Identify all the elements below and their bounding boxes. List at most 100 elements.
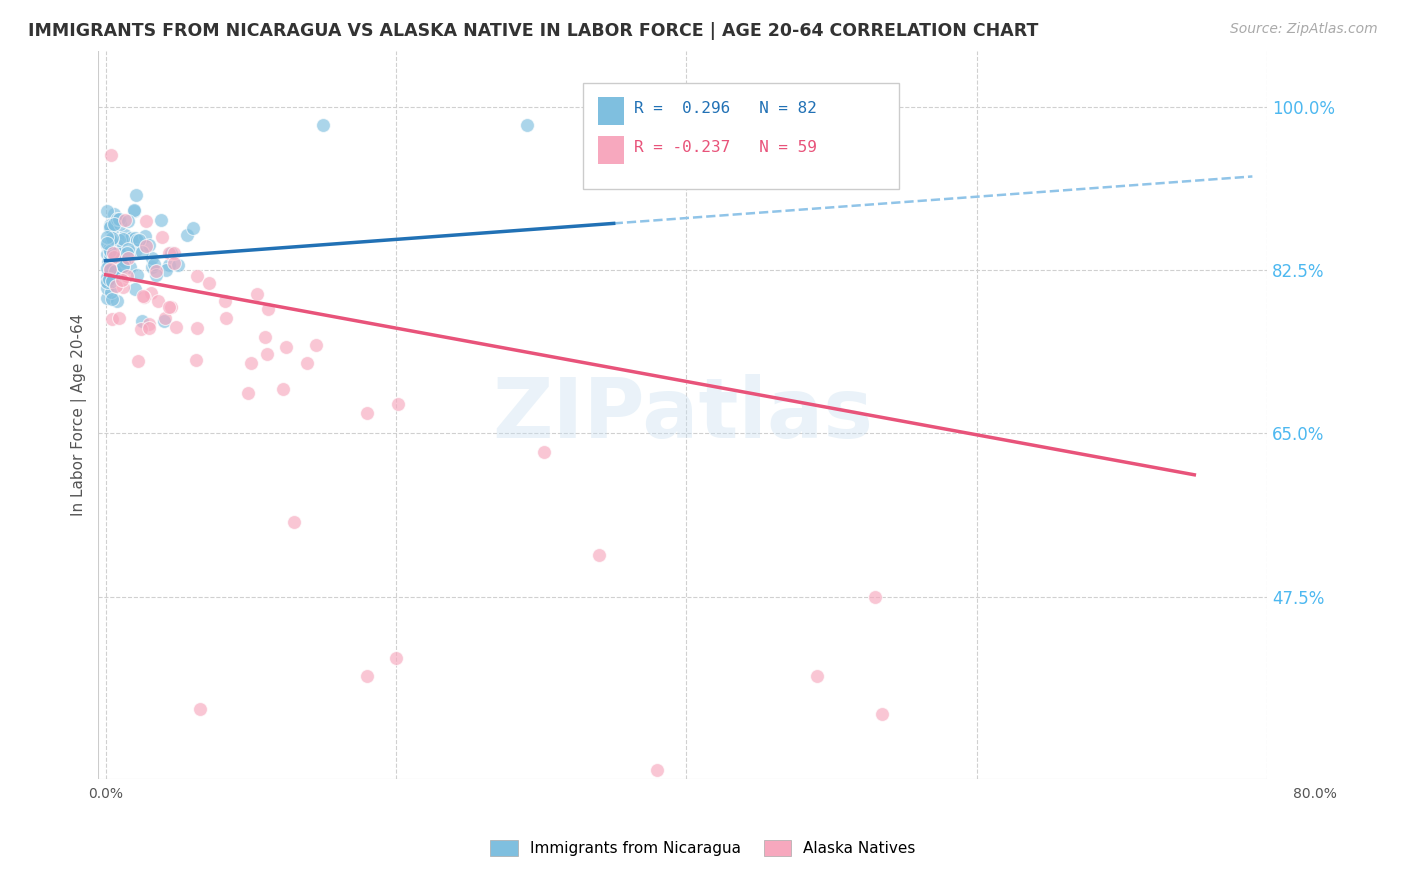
Point: [105, 294, 128, 309]
Point: [96, 237, 118, 252]
Point: [117, 251, 139, 265]
Point: [96, 273, 118, 287]
Point: [131, 314, 153, 328]
FancyBboxPatch shape: [599, 136, 624, 163]
Point: [256, 347, 278, 361]
Point: [104, 251, 127, 265]
Point: [100, 223, 122, 237]
Point: [215, 311, 238, 326]
Point: [188, 702, 211, 716]
Point: [114, 227, 136, 242]
Point: [122, 203, 145, 218]
Point: [100, 285, 122, 299]
Point: [588, 548, 610, 562]
Point: [112, 260, 135, 274]
Point: [295, 356, 318, 370]
Point: [134, 228, 156, 243]
Point: [184, 352, 207, 367]
Point: [152, 314, 174, 328]
Point: [129, 321, 152, 335]
Point: [143, 258, 166, 272]
Point: [157, 258, 180, 272]
Point: [103, 206, 125, 220]
Point: [124, 282, 146, 296]
Point: [236, 386, 259, 401]
Point: [104, 249, 127, 263]
Point: [186, 268, 208, 283]
Point: [115, 245, 138, 260]
Point: [131, 244, 153, 259]
Point: [138, 317, 160, 331]
Point: [257, 301, 280, 316]
Point: [167, 259, 190, 273]
Point: [100, 264, 122, 278]
Point: [103, 245, 125, 260]
Point: [107, 259, 129, 273]
Point: [312, 119, 335, 133]
Point: [135, 214, 157, 228]
Point: [103, 258, 125, 272]
Point: [115, 269, 138, 284]
Point: [150, 229, 173, 244]
Point: [101, 274, 124, 288]
Point: [96, 270, 118, 285]
Point: [135, 239, 157, 253]
Point: [108, 244, 131, 259]
Text: ZIPatlas: ZIPatlas: [492, 375, 873, 455]
Point: [100, 148, 122, 162]
Point: [96, 229, 118, 244]
Point: [197, 276, 219, 290]
Point: [96, 275, 118, 289]
Point: [120, 231, 142, 245]
Point: [103, 251, 125, 265]
Point: [385, 650, 408, 665]
Point: [181, 221, 204, 235]
Text: IMMIGRANTS FROM NICARAGUA VS ALASKA NATIVE IN LABOR FORCE | AGE 20-64 CORRELATIO: IMMIGRANTS FROM NICARAGUA VS ALASKA NATI…: [28, 22, 1039, 40]
Point: [356, 406, 378, 420]
Point: [305, 338, 328, 352]
Point: [153, 311, 176, 326]
Point: [97, 271, 120, 285]
Point: [157, 300, 180, 314]
Point: [105, 238, 128, 252]
Point: [107, 261, 129, 276]
Point: [97, 255, 120, 269]
Point: [118, 260, 141, 274]
Point: [117, 214, 139, 228]
Point: [112, 259, 135, 273]
Text: R = -0.237   N = 59: R = -0.237 N = 59: [634, 140, 817, 155]
Point: [96, 247, 118, 261]
Point: [101, 231, 124, 245]
Point: [806, 669, 828, 683]
Point: [127, 268, 149, 283]
Point: [274, 340, 297, 354]
Point: [214, 294, 236, 309]
Point: [240, 356, 263, 370]
Point: [100, 292, 122, 306]
Point: [111, 273, 134, 287]
FancyBboxPatch shape: [599, 97, 624, 125]
Point: [157, 245, 180, 260]
Point: [387, 397, 409, 411]
Legend: Immigrants from Nicaragua, Alaska Natives: Immigrants from Nicaragua, Alaska Native…: [484, 834, 922, 862]
Point: [149, 213, 172, 227]
Point: [105, 212, 128, 227]
Point: [112, 253, 135, 268]
Point: [96, 291, 118, 305]
Point: [96, 261, 118, 276]
Point: [254, 330, 277, 344]
Point: [112, 232, 135, 246]
Point: [148, 293, 170, 308]
Point: [186, 321, 208, 335]
Point: [138, 321, 160, 335]
Point: [125, 233, 148, 247]
Point: [98, 244, 121, 259]
Point: [870, 706, 893, 721]
Point: [98, 218, 121, 232]
FancyBboxPatch shape: [583, 84, 898, 189]
Point: [100, 233, 122, 247]
Point: [125, 243, 148, 257]
Point: [128, 233, 150, 247]
Point: [516, 119, 538, 133]
Point: [125, 187, 148, 202]
